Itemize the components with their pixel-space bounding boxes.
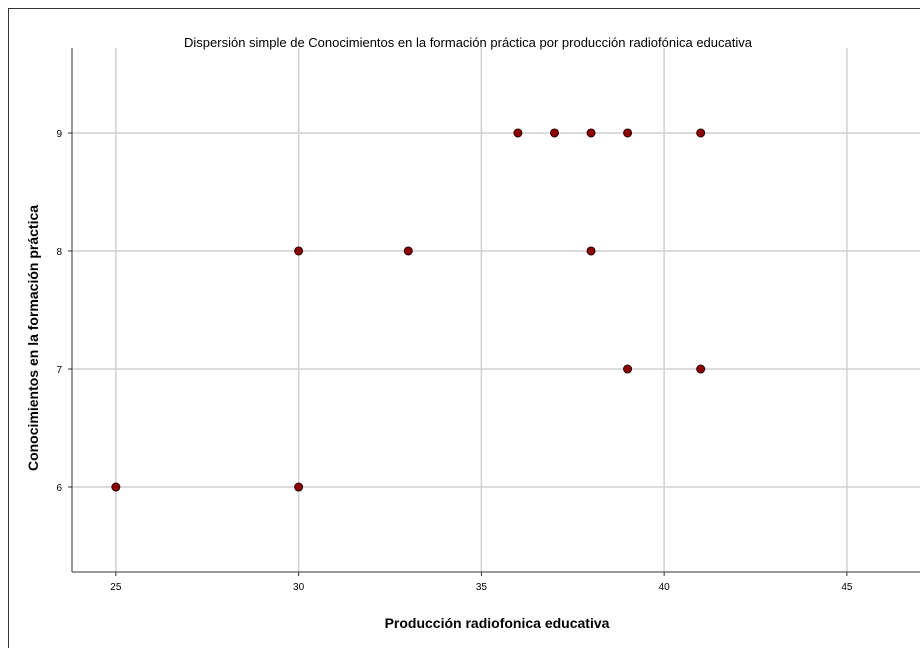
data-point bbox=[623, 128, 633, 138]
data-point bbox=[549, 128, 559, 138]
y-tick-label: 6 bbox=[56, 483, 62, 494]
data-point bbox=[623, 364, 633, 374]
x-tick-label: 35 bbox=[476, 582, 488, 593]
x-tick-label: 45 bbox=[841, 582, 853, 593]
data-point bbox=[696, 364, 706, 374]
data-point bbox=[111, 482, 121, 492]
y-axis-title: Conocimientos en la formación práctica bbox=[25, 205, 41, 471]
y-tick-label: 8 bbox=[56, 247, 62, 258]
x-tick-label: 30 bbox=[293, 582, 305, 593]
x-axis-title: Producción radiofonica educativa bbox=[385, 615, 610, 631]
y-tick-label: 9 bbox=[56, 129, 62, 140]
chart-title: Dispersión simple de Conocimientos en la… bbox=[184, 35, 753, 50]
grid bbox=[72, 48, 920, 572]
x-tick-label: 25 bbox=[110, 582, 122, 593]
data-point bbox=[513, 128, 523, 138]
chart-frame bbox=[8, 8, 920, 648]
data-point bbox=[403, 246, 413, 256]
y-tick-label: 7 bbox=[56, 365, 62, 376]
x-tick-label: 40 bbox=[659, 582, 671, 593]
data-point bbox=[586, 246, 596, 256]
data-points bbox=[111, 128, 706, 492]
tick-labels: 25 30 35 40 45 6 7 8 9 bbox=[56, 129, 852, 593]
data-point bbox=[586, 128, 596, 138]
data-point bbox=[696, 128, 706, 138]
data-point bbox=[294, 246, 304, 256]
axes bbox=[68, 48, 920, 576]
data-point bbox=[294, 482, 304, 492]
